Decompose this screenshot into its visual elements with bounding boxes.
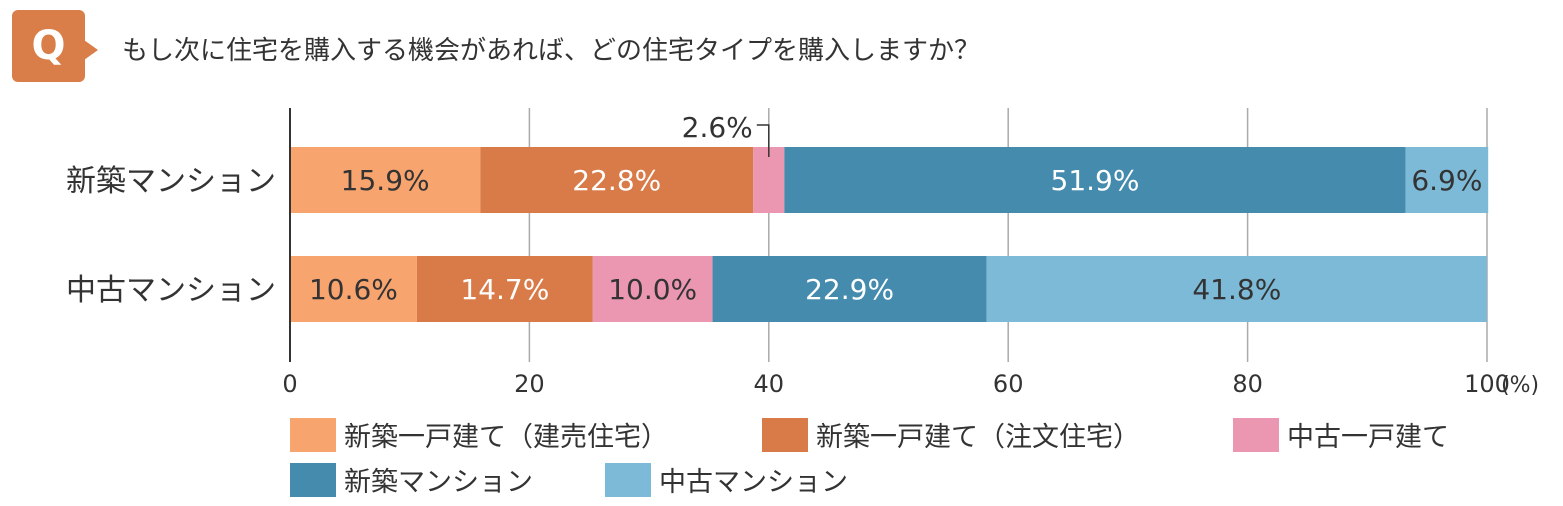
data-label: 22.8% [572,164,661,197]
x-tick-label: 0 [282,370,297,398]
x-tick-label: 60 [993,370,1024,398]
legend-item: 新築マンション [290,460,533,499]
data-label: 14.7% [460,273,549,306]
legend-swatch [605,462,651,497]
question-title: もし次に住宅を購入する機会があれば、どの住宅タイプを購入しますか？ [122,36,981,66]
legend-item: 中古マンション [605,460,848,499]
question-badge: Q [12,10,98,82]
bar-segment [784,147,1406,213]
data-label: 10.6% [309,273,398,306]
data-label: 41.8% [1192,273,1281,306]
x-tick-label: 20 [514,370,545,398]
bar-segment [1405,147,1489,213]
bar-segment [986,256,1487,322]
bar-segment [712,256,987,322]
data-label: 51.9% [1051,164,1140,197]
bar-segment [480,147,754,213]
data-label: 22.9% [805,273,894,306]
data-label: 15.9% [341,164,430,197]
legend-label: 中古マンション [659,467,848,498]
legend-label: 新築マンション [344,467,533,498]
legend-swatch [762,417,808,452]
bar-segment [753,147,785,213]
legend-item: 新築一戸建て（建売住宅） [290,415,668,454]
legend-swatch [1233,417,1279,452]
x-tick-label: 80 [1232,370,1263,398]
label-leader-line [756,124,770,157]
legend-label: 新築一戸建て（建売住宅） [344,422,668,453]
legend-label: 中古一戸建て [1287,422,1449,453]
data-label: 10.0% [608,273,697,306]
legend-swatch [290,462,336,497]
x-tick-label: 40 [754,370,785,398]
bar-segment [416,256,593,322]
category-label: 中古マンション [66,273,276,308]
x-tick-label: 100 [1464,370,1510,398]
x-unit-label: (%) [1501,373,1539,398]
category-label: 新築マンション [66,164,276,199]
data-label: 6.9% [1411,164,1482,197]
bar-segment [290,256,417,322]
legend-label: 新築一戸建て（注文住宅） [816,422,1140,453]
legend-item: 中古一戸建て [1233,415,1449,454]
bar-segment [290,147,481,213]
bar-segment [592,256,713,322]
data-label: 2.6% [682,111,753,144]
legend-swatch [290,417,336,452]
legend-item: 新築一戸建て（注文住宅） [762,415,1140,454]
